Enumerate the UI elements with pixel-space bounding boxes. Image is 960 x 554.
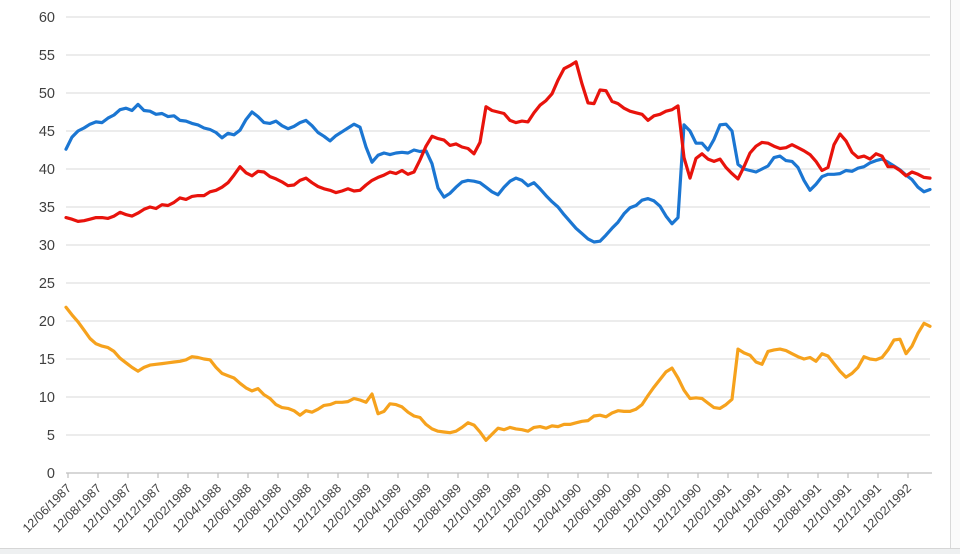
y-tick-label: 30 [39,238,55,254]
y-tick-label: 10 [39,390,55,406]
y-tick-label: 15 [39,352,55,368]
y-tick-label: 60 [39,10,55,26]
series-blue-line [64,102,932,244]
line-chart: 0 5 10 15 20 25 30 35 40 45 50 55 60 12/06/198712/08… [20,10,932,535]
y-tick-label: 40 [39,162,55,178]
axis-group [66,472,932,478]
gridlines-group [66,16,930,436]
y-tick-label: 35 [39,200,55,216]
x-axis-labels-group: 12/06/198712/08/198712/10/198712/12/1987… [20,481,914,535]
chart-area: 0 5 10 15 20 25 30 35 40 45 50 55 60 12/06/1987 12/08… [19,0,951,548]
series-orange-line [64,305,932,442]
window-edge-bottom [0,548,960,554]
y-tick-label: 45 [39,124,55,140]
y-tick-label: 55 [39,48,55,64]
y-tick-label: 50 [39,86,55,102]
y-tick-label: 5 [47,428,55,444]
y-axis-labels-group: 0 5 10 15 20 25 30 35 40 45 50 55 60 [39,10,55,482]
window-edge-right [951,0,960,548]
y-tick-label: 25 [39,276,55,292]
y-tick-label: 20 [39,314,55,330]
series-red-line [64,60,932,223]
series-group [64,60,932,442]
y-tick-label: 0 [47,466,55,482]
